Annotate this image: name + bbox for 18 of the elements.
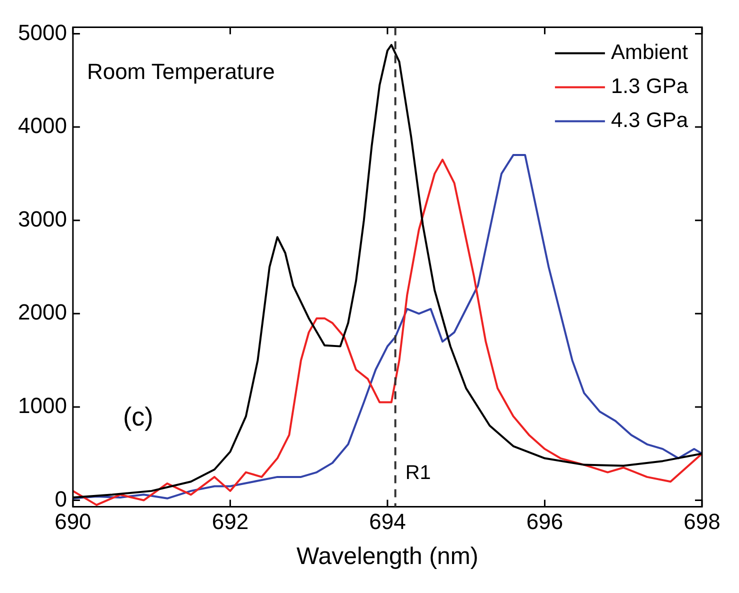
y-tick-label: 2000	[18, 300, 67, 325]
x-tick-label: 694	[369, 509, 406, 534]
legend-label: Ambient	[610, 40, 688, 64]
y-tick-label: 0	[54, 486, 67, 512]
x-tick-label: 696	[526, 509, 564, 534]
legend-label: 1.3 GPa	[610, 74, 688, 98]
ref-line-label: R1	[405, 462, 431, 484]
x-tick-label: 692	[212, 509, 249, 534]
legend-label: 4.3 GPa	[610, 108, 688, 132]
x-axis-title: Wavelength (nm)	[296, 543, 478, 570]
annotation: (c)	[122, 402, 154, 432]
annotation: Room Temperature	[86, 59, 275, 84]
y-tick-label: 3000	[18, 206, 67, 232]
y-tick-label: 4000	[18, 113, 67, 138]
y-tick-label: 5000	[18, 20, 67, 45]
x-tick-label: 690	[54, 509, 92, 534]
y-tick-label: 1000	[18, 393, 67, 418]
x-tick-label: 698	[684, 509, 720, 534]
